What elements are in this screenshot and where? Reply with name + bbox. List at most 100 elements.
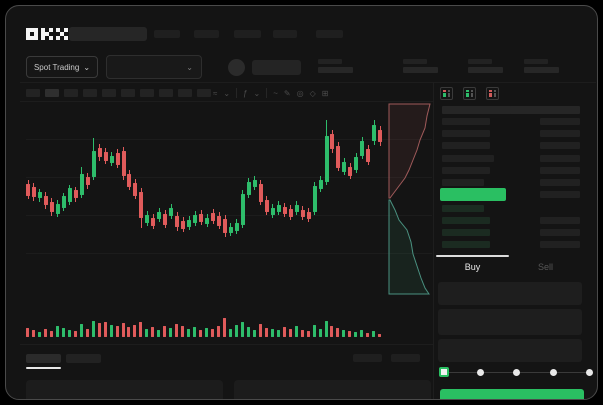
candle[interactable]: [127, 174, 132, 187]
candle[interactable]: [360, 141, 365, 156]
bottom-bar-control-1[interactable]: [391, 354, 420, 362]
candle[interactable]: [211, 213, 216, 221]
candle[interactable]: [342, 162, 347, 172]
bottom-tab-1[interactable]: [66, 354, 101, 363]
slider-stop-100[interactable]: [586, 369, 593, 376]
candle[interactable]: [187, 220, 192, 227]
candle[interactable]: [348, 167, 353, 176]
toolbar-icon[interactable]: ✎: [283, 88, 291, 98]
slider-stop-50[interactable]: [513, 369, 520, 376]
nav-item-1[interactable]: [194, 30, 219, 38]
trade-input-1[interactable]: [438, 309, 582, 335]
slider-stop-75[interactable]: [549, 369, 557, 376]
book-bids-icon[interactable]: [463, 87, 476, 100]
interval-button-2[interactable]: [64, 89, 78, 97]
book-asks-icon[interactable]: [486, 87, 499, 100]
last-price-badge[interactable]: [440, 188, 506, 201]
candle[interactable]: [151, 218, 156, 226]
candle[interactable]: [324, 136, 329, 182]
candle[interactable]: [31, 187, 36, 197]
candle[interactable]: [163, 214, 168, 225]
bid-row-price[interactable]: [442, 241, 490, 248]
toolbar-icon[interactable]: ƒ: [243, 88, 248, 98]
market-type-selector[interactable]: Spot Trading ⌄: [26, 56, 98, 78]
candle[interactable]: [300, 210, 305, 217]
candle[interactable]: [336, 146, 341, 168]
candle[interactable]: [223, 219, 227, 233]
candle[interactable]: [378, 130, 383, 142]
nav-item-3[interactable]: [273, 30, 297, 38]
candle[interactable]: [294, 205, 299, 212]
ask-row-price[interactable]: [442, 179, 484, 186]
candle[interactable]: [181, 221, 186, 229]
candle[interactable]: [252, 180, 257, 187]
candle[interactable]: [330, 134, 335, 149]
candle[interactable]: [91, 151, 96, 177]
candle[interactable]: [67, 188, 72, 202]
okx-logo[interactable]: [26, 28, 68, 40]
book-both-icon[interactable]: [440, 87, 453, 100]
candle[interactable]: [199, 214, 204, 222]
candle[interactable]: [193, 215, 198, 223]
candle[interactable]: [85, 177, 90, 185]
nav-item-4[interactable]: [316, 30, 343, 38]
interval-button-1[interactable]: [45, 89, 59, 97]
candle[interactable]: [306, 212, 311, 219]
candle[interactable]: [312, 186, 317, 212]
toolbar-icon[interactable]: ≈: [213, 88, 218, 98]
toolbar-icon[interactable]: ⌄: [223, 88, 231, 98]
bid-row-price[interactable]: [442, 217, 490, 224]
candle[interactable]: [115, 153, 120, 165]
bid-row-price[interactable]: [442, 229, 490, 236]
candle[interactable]: [366, 149, 371, 162]
ask-row-price[interactable]: [442, 118, 490, 125]
nav-item-0[interactable]: [154, 30, 180, 38]
candle[interactable]: [205, 218, 210, 224]
candle[interactable]: [288, 209, 293, 217]
interval-button-5[interactable]: [121, 89, 135, 97]
candle[interactable]: [354, 157, 359, 170]
candle[interactable]: [276, 205, 281, 212]
tab-sell[interactable]: Sell: [537, 262, 553, 272]
candle[interactable]: [264, 200, 269, 212]
interval-button-3[interactable]: [83, 89, 97, 97]
interval-button-4[interactable]: [102, 89, 116, 97]
tab-buy[interactable]: Buy: [464, 262, 481, 272]
candle[interactable]: [246, 182, 251, 195]
candle[interactable]: [26, 184, 30, 196]
candle[interactable]: [139, 192, 144, 218]
nav-item-2[interactable]: [234, 30, 261, 38]
interval-button-9[interactable]: [197, 89, 211, 97]
candle[interactable]: [175, 216, 180, 227]
bottom-tab-0[interactable]: [26, 354, 61, 363]
ask-row-price[interactable]: [442, 130, 490, 137]
candle[interactable]: [97, 148, 102, 157]
candle[interactable]: [145, 215, 150, 223]
slider-stop-25[interactable]: [476, 369, 484, 376]
candle[interactable]: [79, 174, 84, 195]
candle[interactable]: [258, 184, 263, 202]
candle[interactable]: [169, 208, 174, 216]
candle[interactable]: [157, 212, 162, 219]
candle[interactable]: [109, 156, 114, 163]
candle[interactable]: [228, 227, 233, 233]
candle[interactable]: [37, 192, 42, 198]
buy-submit-button[interactable]: [440, 389, 584, 399]
bid-row-price[interactable]: [442, 205, 484, 212]
bottom-bar-control-0[interactable]: [353, 354, 382, 362]
toolbar-icon[interactable]: ◇: [309, 88, 316, 98]
trade-input-0[interactable]: [438, 282, 582, 305]
candle[interactable]: [234, 223, 239, 231]
candle[interactable]: [73, 190, 78, 198]
candle[interactable]: [49, 202, 54, 212]
candle[interactable]: [318, 180, 323, 189]
trade-input-2[interactable]: [438, 339, 582, 362]
toolbar-icon[interactable]: ⌄: [253, 88, 261, 98]
pair-selector[interactable]: ⌄: [106, 55, 202, 79]
ask-row-price[interactable]: [442, 167, 490, 174]
candle[interactable]: [55, 204, 60, 214]
candle[interactable]: [121, 151, 126, 176]
candle[interactable]: [270, 208, 275, 215]
interval-button-6[interactable]: [140, 89, 154, 97]
toolbar-icon[interactable]: ◎: [296, 88, 304, 98]
